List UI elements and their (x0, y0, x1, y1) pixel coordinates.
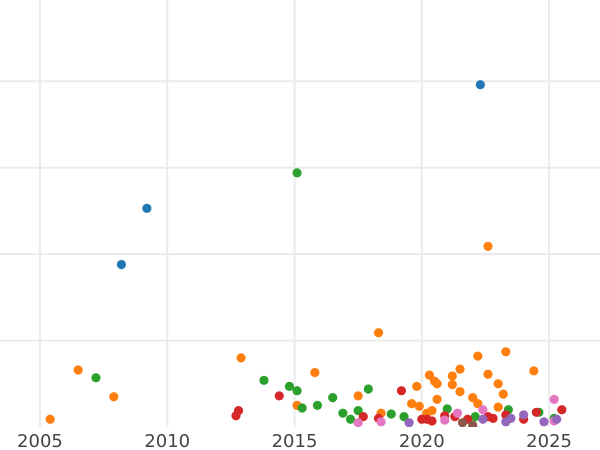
data-point-orange (109, 392, 119, 402)
data-point-orange (353, 391, 363, 401)
data-point-green (292, 386, 302, 396)
data-point-red (358, 412, 368, 422)
data-point-orange (473, 399, 483, 409)
data-point-orange (310, 367, 320, 378)
data-point-orange (432, 394, 442, 404)
data-point-purple (519, 410, 529, 420)
data-point-green (91, 373, 101, 383)
data-point-green (345, 414, 356, 424)
data-point-orange (424, 370, 435, 380)
data-point-orange (373, 328, 384, 338)
data-point-orange (498, 389, 508, 399)
data-point-purple (552, 414, 562, 424)
data-point-pink (376, 417, 386, 427)
x-tick-label: 2020 (399, 431, 445, 450)
data-point-orange (432, 379, 442, 389)
data-point-orange (455, 386, 465, 397)
x-tick-label: 2010 (144, 431, 190, 450)
data-point-red (488, 413, 498, 423)
data-point-purple (539, 417, 549, 427)
data-point-green (399, 412, 409, 422)
data-point-red (557, 405, 567, 415)
data-point-orange (473, 351, 483, 361)
data-point-brown (468, 420, 478, 427)
data-point-blue (116, 259, 127, 270)
data-point-purple (404, 418, 414, 427)
data-point-orange (529, 366, 539, 376)
data-point-red (274, 391, 284, 401)
data-point-green (338, 408, 348, 418)
data-point-orange (412, 381, 422, 391)
data-point-blue (475, 80, 485, 90)
data-point-green (297, 403, 307, 413)
data-point-orange (45, 414, 55, 424)
data-point-purple (478, 414, 488, 424)
data-point-red (427, 416, 437, 426)
data-point-orange (483, 369, 493, 379)
gridlines (0, 0, 600, 427)
data-point-red (396, 386, 407, 396)
data-point-orange (407, 399, 417, 409)
data-point-green (353, 405, 363, 416)
data-point-green (328, 393, 338, 403)
data-point-green (292, 168, 302, 178)
data-point-orange (447, 371, 457, 381)
x-tick-label: 2015 (272, 431, 318, 450)
data-point-orange (447, 380, 457, 390)
data-point-orange (468, 393, 478, 403)
data-point-green (312, 400, 323, 410)
data-point-purple (506, 413, 516, 423)
data-point-green (284, 381, 295, 391)
data-point-orange (501, 347, 511, 357)
data-point-pink (440, 415, 450, 425)
x-tick-label: 2005 (17, 431, 63, 450)
data-point-green (363, 384, 373, 394)
data-point-orange (236, 353, 246, 363)
data-point-orange (493, 379, 503, 389)
data-point-orange (73, 365, 83, 375)
data-point-green (259, 375, 269, 385)
data-point-orange (455, 364, 465, 374)
data-point-red (233, 405, 244, 416)
data-point-orange (414, 401, 424, 411)
data-point-green (386, 409, 396, 419)
data-point-blue (142, 203, 152, 213)
data-point-pink (452, 408, 463, 418)
x-axis-tick-labels: 2005 2010 2015 2020 2025 (17, 431, 572, 450)
data-point-red (531, 407, 541, 417)
data-points (45, 80, 567, 427)
data-point-pink (353, 418, 363, 427)
data-point-green (470, 412, 480, 422)
data-point-pink (478, 405, 488, 415)
data-point-pink (549, 394, 559, 404)
data-point-green (442, 404, 452, 414)
data-point-brown (457, 418, 468, 427)
x-tick-label: 2025 (526, 431, 572, 450)
data-point-orange (483, 241, 493, 251)
data-point-orange (493, 402, 503, 412)
data-point-orange (427, 405, 437, 416)
